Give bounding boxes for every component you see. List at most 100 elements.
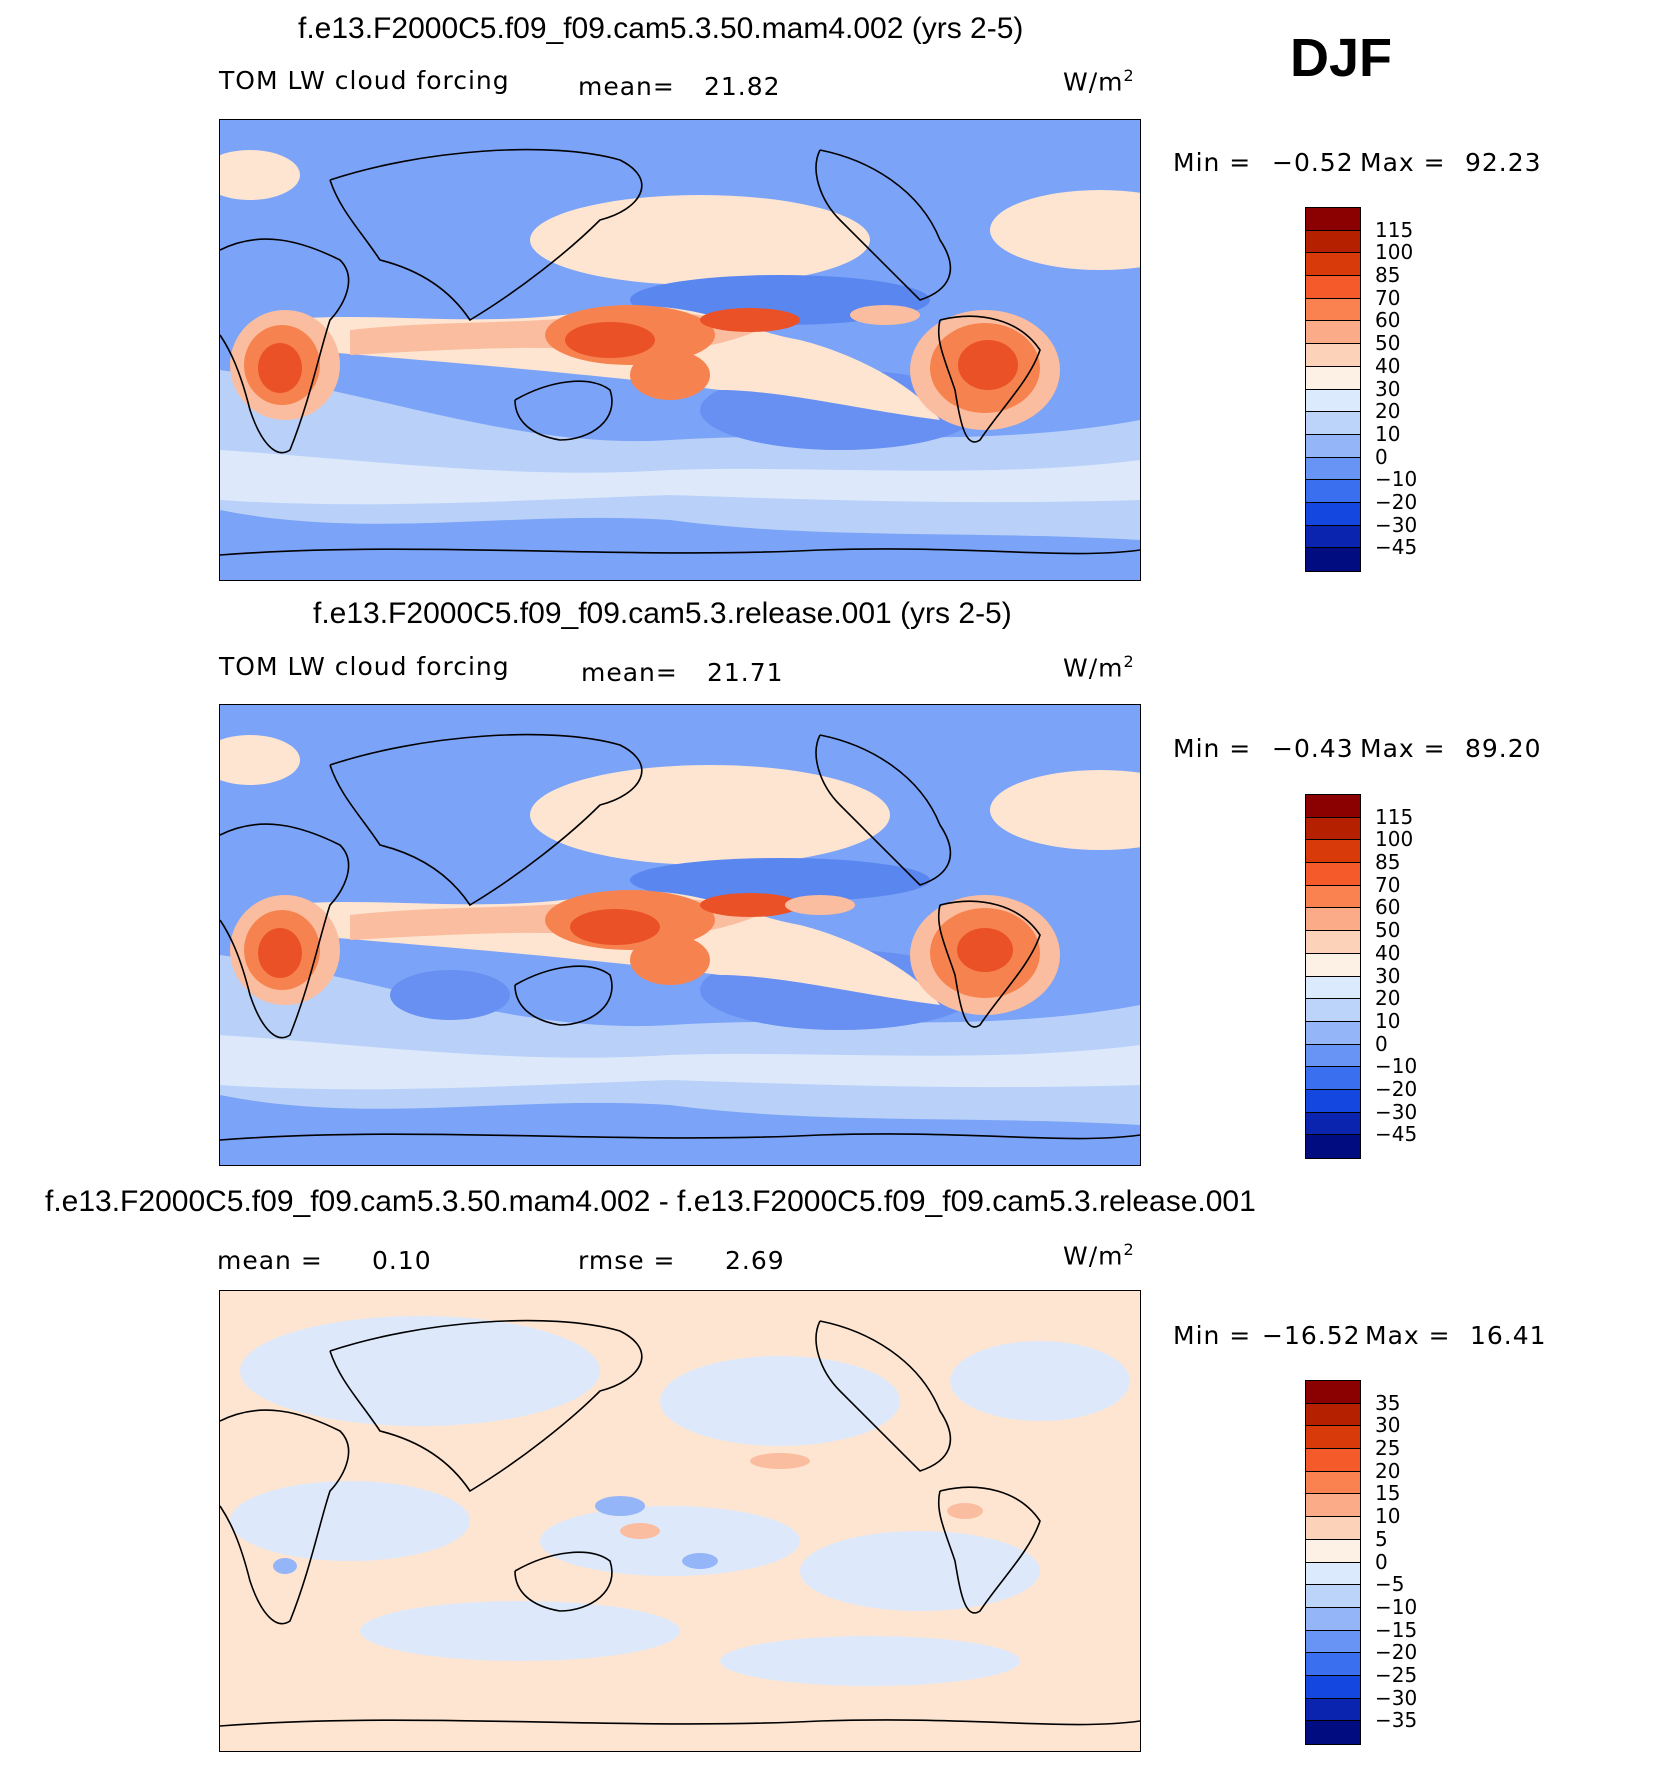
colorbar-cell — [1306, 1562, 1360, 1586]
colorbar-cell — [1306, 817, 1360, 841]
colorbar-tick-label: 20 — [1375, 986, 1401, 1011]
panel-3-title: f.e13.F2000C5.f09_f09.cam5.3.50.mam4.002… — [45, 1185, 1256, 1218]
panel-1-max-label: Max = — [1360, 148, 1446, 177]
panel-2-mean-value: 21.71 — [707, 658, 784, 687]
colorbar-cell — [1306, 1449, 1360, 1472]
colorbar-cell — [1306, 298, 1360, 322]
colorbar-tick-label: 30 — [1375, 963, 1401, 988]
panel-2-colorbar — [1305, 794, 1361, 1159]
colorbar-tick-label: 100 — [1375, 827, 1414, 852]
colorbar-cell — [1306, 1044, 1360, 1068]
colorbar-tick-label: 85 — [1375, 263, 1401, 288]
colorbar-cell — [1306, 389, 1360, 413]
colorbar-tick-label: 85 — [1375, 850, 1401, 875]
colorbar-cell — [1306, 1112, 1360, 1136]
colorbar-tick-label: 115 — [1375, 804, 1414, 829]
panel-3-map-svg — [220, 1291, 1140, 1751]
colorbar-cell — [1306, 1021, 1360, 1045]
panel-3-min-label: Min = — [1173, 1321, 1252, 1350]
panel-1-mean-label: mean= — [578, 72, 675, 101]
colorbar-cell — [1306, 230, 1360, 254]
panel-1-min-label: Min = — [1173, 148, 1252, 177]
colorbar-tick-label: 30 — [1375, 1413, 1401, 1438]
colorbar-tick-label: 30 — [1375, 376, 1401, 401]
panel-2-min-label: Min = — [1173, 734, 1252, 763]
panel-1-title: f.e13.F2000C5.f09_f09.cam5.3.50.mam4.002… — [298, 12, 1024, 45]
colorbar-cell — [1306, 1539, 1360, 1563]
panel-2-max-label: Max = — [1360, 734, 1446, 763]
panel-3-rmse-value: 2.69 — [725, 1246, 785, 1275]
colorbar-cell — [1306, 953, 1360, 977]
panel-2-map — [219, 704, 1141, 1166]
panel-2-field-label: TOM LW cloud forcing — [219, 652, 510, 681]
colorbar-tick-label: 70 — [1375, 872, 1401, 897]
colorbar-cell — [1306, 253, 1360, 277]
panel-2-map-svg — [220, 705, 1140, 1165]
colorbar-cell — [1306, 480, 1360, 503]
panel-1-map — [219, 119, 1141, 581]
panel-2-min-value: −0.43 — [1272, 734, 1354, 763]
panel-3-min-value: −16.52 — [1262, 1321, 1361, 1350]
colorbar-tick-label: −10 — [1375, 1594, 1418, 1619]
colorbar-cell — [1306, 525, 1360, 549]
colorbar-cell — [1306, 344, 1360, 367]
colorbar-cell — [1306, 1517, 1360, 1540]
colorbar-tick-label: 40 — [1375, 940, 1401, 965]
panel-1-colorbar — [1305, 207, 1361, 572]
colorbar-cell — [1306, 1653, 1360, 1676]
panel-1-unit: W/m2 — [1063, 66, 1135, 97]
colorbar-cell — [1306, 1089, 1360, 1113]
colorbar-cell — [1306, 457, 1360, 481]
panel-3-rmse-label: rmse = — [578, 1246, 676, 1275]
colorbar-cell — [1306, 1067, 1360, 1090]
colorbar-tick-label: 10 — [1375, 1008, 1401, 1033]
panel-2-unit: W/m2 — [1063, 652, 1135, 683]
colorbar-tick-label: −20 — [1375, 489, 1418, 514]
colorbar-cell — [1306, 412, 1360, 435]
colorbar-tick-label: −30 — [1375, 1099, 1418, 1124]
colorbar-cell — [1306, 840, 1360, 864]
colorbar-cell — [1306, 1585, 1360, 1608]
colorbar-tick-label: −15 — [1375, 1617, 1418, 1642]
panel-1-max-value: 92.23 — [1465, 148, 1542, 177]
colorbar-tick-label: 25 — [1375, 1436, 1401, 1461]
colorbar-tick-label: −45 — [1375, 1122, 1418, 1147]
colorbar-cell — [1306, 208, 1360, 231]
panel-1-map-svg — [220, 120, 1140, 580]
colorbar-tick-label: 10 — [1375, 1504, 1401, 1529]
colorbar-tick-label: 20 — [1375, 1458, 1401, 1483]
colorbar-tick-label: 20 — [1375, 399, 1401, 424]
colorbar-tick-label: −20 — [1375, 1640, 1418, 1665]
colorbar-cell — [1306, 1494, 1360, 1518]
colorbar-tick-label: 70 — [1375, 285, 1401, 310]
colorbar-tick-label: −35 — [1375, 1708, 1418, 1733]
colorbar-tick-label: 100 — [1375, 240, 1414, 265]
colorbar-tick-label: 115 — [1375, 217, 1414, 242]
colorbar-tick-label: 5 — [1375, 1526, 1388, 1551]
panel-3-map — [219, 1290, 1141, 1752]
season-label: DJF — [1290, 28, 1393, 88]
colorbar-tick-label: 35 — [1375, 1390, 1401, 1415]
colorbar-cell — [1306, 1675, 1360, 1699]
colorbar-cell — [1306, 1381, 1360, 1404]
colorbar-cell — [1306, 366, 1360, 390]
colorbar-tick-label: 40 — [1375, 353, 1401, 378]
colorbar-tick-label: −45 — [1375, 535, 1418, 560]
colorbar-cell — [1306, 1721, 1360, 1744]
colorbar-cell — [1306, 1403, 1360, 1427]
colorbar-tick-label: −5 — [1375, 1572, 1405, 1597]
colorbar-tick-label: −25 — [1375, 1662, 1418, 1687]
colorbar-tick-label: 0 — [1375, 1549, 1388, 1574]
colorbar-cell — [1306, 1426, 1360, 1450]
colorbar-cell — [1306, 908, 1360, 932]
colorbar-tick-label: −30 — [1375, 1685, 1418, 1710]
colorbar-cell — [1306, 1135, 1360, 1158]
panel-3-max-label: Max = — [1365, 1321, 1451, 1350]
panel-1-min-value: −0.52 — [1272, 148, 1354, 177]
colorbar-cell — [1306, 885, 1360, 909]
colorbar-cell — [1306, 1471, 1360, 1495]
panel-3-colorbar — [1305, 1380, 1361, 1745]
colorbar-tick-label: 50 — [1375, 918, 1401, 943]
panel-1-mean-value: 21.82 — [704, 72, 781, 101]
colorbar-tick-label: 10 — [1375, 421, 1401, 446]
